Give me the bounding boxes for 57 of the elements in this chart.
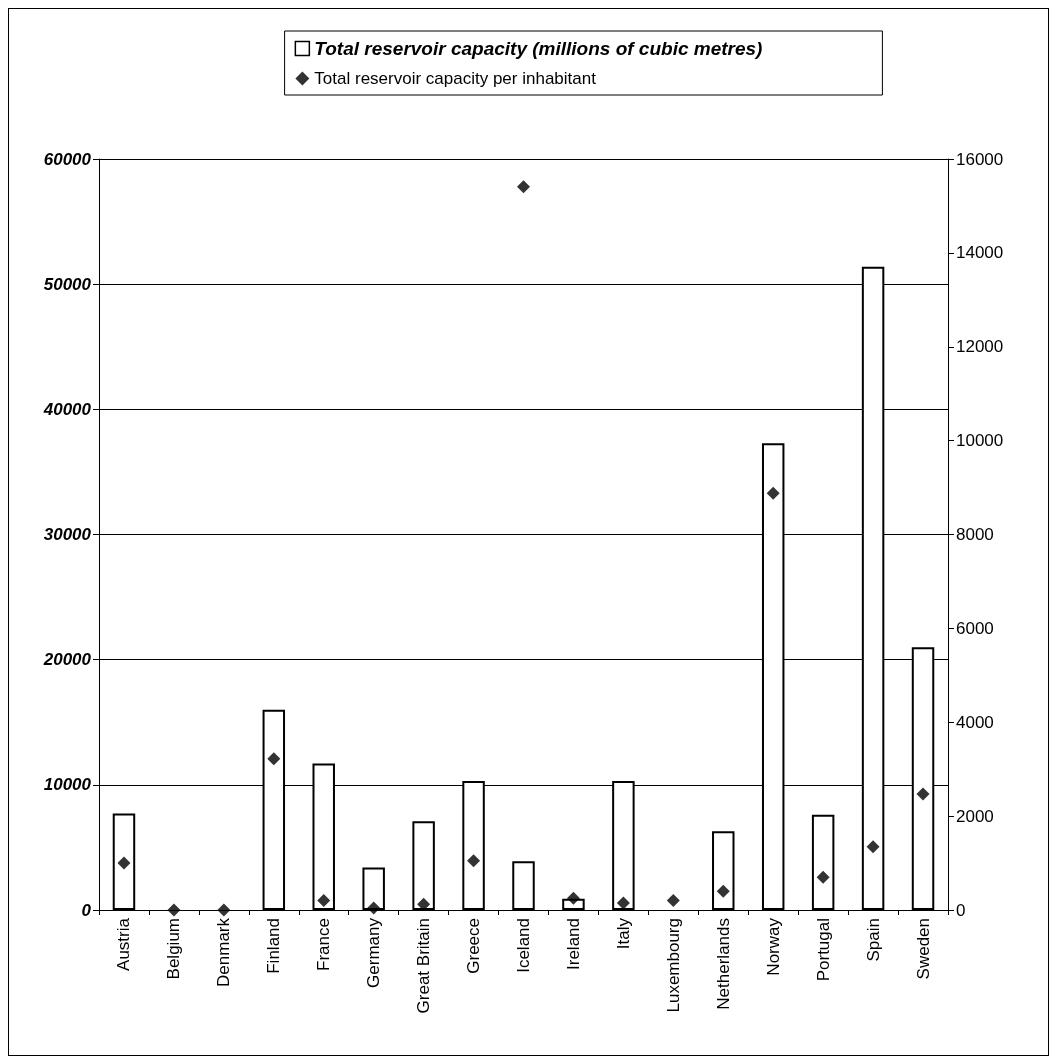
point <box>866 840 880 854</box>
y2-tick-label: 12000 <box>956 337 1004 357</box>
x-tick-label: Iceland <box>514 918 533 973</box>
x-tick-label: Norway <box>763 917 783 976</box>
y2-tick-label: 0 <box>956 900 966 920</box>
point <box>217 903 231 917</box>
point <box>267 752 281 766</box>
point <box>916 787 930 801</box>
x-tick-label: Netherlands <box>713 918 733 1010</box>
point <box>317 894 331 908</box>
x-tick-label: Belgium <box>164 918 184 980</box>
y2-tick-label: 8000 <box>956 525 994 544</box>
point <box>616 896 630 910</box>
legend-label: Total reservoir capacity per inhabitant <box>314 69 597 88</box>
x-tick-label: Spain <box>863 918 883 962</box>
y-tick-label: 30000 <box>43 525 92 544</box>
x-tick-label: Greece <box>464 918 484 974</box>
x-tick-label: Italy <box>613 917 633 950</box>
y2-tick-label: 10000 <box>956 431 1004 451</box>
x-tick-label: Sweden <box>913 918 933 980</box>
x-tick-label: Austria <box>114 917 134 971</box>
x-tick-label: Finland <box>264 918 284 974</box>
point <box>517 180 530 194</box>
bar <box>811 814 835 910</box>
x-tick-label: Luxembourg <box>663 918 683 1013</box>
point <box>467 854 481 868</box>
point <box>367 901 381 915</box>
bar <box>112 813 136 910</box>
y2-tick-label: 16000 <box>956 149 1004 169</box>
bar <box>412 821 435 910</box>
x-tick-label: Denmark <box>214 917 234 987</box>
legend-label: Total reservoir capacity (millions of cubic metres) <box>314 38 763 59</box>
bar <box>512 861 535 910</box>
x-tick-label: Portugal <box>813 918 833 982</box>
y2-tick-label: 14000 <box>956 243 1004 263</box>
point <box>566 891 580 905</box>
bar <box>362 867 385 910</box>
point <box>666 894 680 908</box>
y-tick-label: 0 <box>81 900 92 920</box>
y2-tick-label: 4000 <box>956 712 994 732</box>
point <box>766 486 780 500</box>
y-tick-label: 10000 <box>43 775 92 795</box>
y2-tick-label: 6000 <box>956 618 994 638</box>
y-tick-label: 60000 <box>43 149 92 169</box>
x-tick-label: Great Britain <box>414 918 434 1014</box>
x-tick-label: Germany <box>364 917 384 988</box>
point <box>816 870 830 884</box>
y-tick-label: 40000 <box>42 399 92 419</box>
y-tick-label: 20000 <box>42 650 92 670</box>
bar <box>712 831 735 910</box>
y2-tick-label: 2000 <box>956 806 994 826</box>
x-tick-label: France <box>314 918 334 971</box>
y-tick-label: 50000 <box>43 274 92 294</box>
point <box>716 884 730 898</box>
x-tick-label: Ireland <box>563 918 583 970</box>
point <box>167 903 181 917</box>
point <box>117 856 131 870</box>
